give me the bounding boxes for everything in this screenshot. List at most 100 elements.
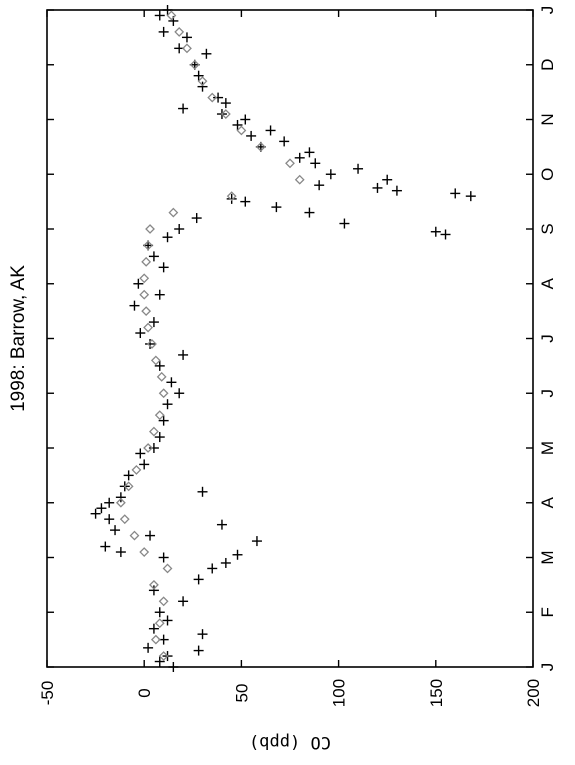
data-point-plus bbox=[220, 557, 231, 568]
data-point-plus bbox=[174, 224, 185, 234]
chart-title: 1998: Barrow, AK bbox=[8, 265, 29, 412]
data-point-diamond bbox=[150, 355, 161, 366]
month-tick-label: S bbox=[538, 223, 557, 234]
data-point-plus bbox=[226, 193, 237, 204]
data-point-plus bbox=[193, 645, 204, 656]
data-point-plus bbox=[197, 81, 208, 92]
data-point-plus bbox=[339, 218, 350, 229]
data-point-plus bbox=[154, 656, 165, 667]
data-point-plus bbox=[162, 615, 173, 626]
data-point-diamond bbox=[119, 514, 130, 525]
data-point-plus bbox=[178, 103, 189, 114]
data-point-plus bbox=[181, 32, 192, 43]
data-point-diamond bbox=[139, 547, 150, 557]
data-point-diamond bbox=[139, 273, 150, 284]
data-point-plus bbox=[154, 432, 165, 443]
data-point-diamond bbox=[294, 174, 305, 185]
month-tick-label: A bbox=[538, 277, 557, 289]
data-point-diamond bbox=[182, 43, 192, 54]
data-point-plus bbox=[115, 547, 126, 558]
data-point-diamond bbox=[162, 563, 173, 574]
month-tick-label: J bbox=[538, 663, 557, 672]
data-point-plus bbox=[193, 70, 204, 81]
data-point-plus bbox=[178, 596, 189, 607]
month-tick-label: A bbox=[538, 496, 557, 508]
y-axis-label: CO (ppb) bbox=[249, 732, 331, 752]
data-point-plus bbox=[162, 5, 173, 15]
data-point-plus bbox=[372, 182, 383, 193]
data-point-plus bbox=[104, 514, 115, 525]
month-tick-label: F bbox=[538, 607, 557, 617]
plot-frame bbox=[46, 9, 534, 668]
data-point-plus bbox=[465, 191, 476, 202]
data-point-plus bbox=[96, 503, 107, 514]
data-point-diamond bbox=[156, 371, 167, 382]
data-point-diamond bbox=[115, 497, 126, 508]
data-point-plus bbox=[193, 574, 204, 585]
data-point-plus bbox=[123, 470, 134, 481]
data-point-plus bbox=[353, 163, 364, 174]
data-point-diamond bbox=[174, 26, 185, 37]
data-point-plus bbox=[310, 158, 321, 169]
data-point-plus bbox=[279, 136, 290, 147]
data-point-plus bbox=[148, 585, 159, 596]
data-point-diamond bbox=[154, 410, 165, 421]
data-point-plus bbox=[201, 48, 212, 59]
month-tick-label: D bbox=[538, 59, 557, 71]
data-point-plus bbox=[207, 563, 218, 574]
data-point-plus bbox=[191, 213, 202, 224]
data-point-plus bbox=[240, 196, 251, 207]
data-point-plus bbox=[440, 229, 451, 240]
data-point-diamond bbox=[123, 481, 134, 492]
data-point-plus bbox=[158, 552, 169, 563]
data-point-plus bbox=[104, 497, 115, 508]
data-point-plus bbox=[166, 377, 177, 388]
data-point-diamond bbox=[147, 339, 157, 349]
data-point-diamond bbox=[189, 59, 200, 70]
data-point-plus bbox=[382, 174, 393, 185]
data-marks bbox=[90, 5, 476, 672]
data-point-diamond bbox=[158, 388, 169, 399]
data-point-plus bbox=[148, 251, 159, 262]
value-tick-label: -50 bbox=[38, 681, 57, 706]
month-tick-label: J bbox=[538, 334, 557, 343]
data-point-plus bbox=[154, 10, 165, 21]
data-point-diamond bbox=[149, 426, 159, 437]
month-tick-label: M bbox=[538, 441, 557, 455]
value-tick-label: 100 bbox=[330, 679, 349, 707]
data-point-diamond bbox=[154, 618, 165, 629]
data-point-plus bbox=[240, 114, 251, 125]
value-tick-label: 0 bbox=[135, 688, 154, 697]
data-point-plus bbox=[154, 607, 165, 618]
data-point-diamond bbox=[255, 141, 266, 152]
data-point-diamond bbox=[166, 10, 177, 21]
data-point-diamond bbox=[158, 596, 169, 607]
data-point-plus bbox=[168, 662, 179, 672]
data-point-plus bbox=[162, 232, 173, 243]
x-axis: J F M A M J J A S O N D J bbox=[47, 6, 557, 672]
data-point-plus bbox=[232, 549, 243, 560]
data-point-diamond bbox=[226, 191, 237, 202]
data-point-plus bbox=[90, 508, 101, 519]
data-point-diamond bbox=[141, 256, 152, 267]
data-point-diamond bbox=[139, 289, 150, 300]
month-tick-label: M bbox=[538, 550, 557, 564]
data-point-plus bbox=[213, 92, 224, 103]
data-point-diamond bbox=[131, 464, 142, 475]
data-point-plus bbox=[115, 492, 126, 503]
data-point-plus bbox=[110, 525, 121, 536]
value-tick-label: 200 bbox=[524, 679, 543, 707]
data-point-plus bbox=[158, 262, 169, 273]
data-point-diamond bbox=[220, 109, 231, 119]
data-point-diamond bbox=[150, 634, 161, 645]
y-axis: -50 0 50 100 150 200 bbox=[38, 10, 543, 707]
data-point-plus bbox=[220, 98, 231, 109]
data-point-plus bbox=[232, 119, 243, 130]
data-point-diamond bbox=[143, 443, 154, 453]
data-point-plus bbox=[135, 328, 146, 339]
data-point-diamond bbox=[129, 530, 140, 541]
data-point-plus bbox=[246, 130, 257, 141]
data-point-plus bbox=[391, 185, 402, 196]
data-point-diamond bbox=[158, 651, 169, 661]
